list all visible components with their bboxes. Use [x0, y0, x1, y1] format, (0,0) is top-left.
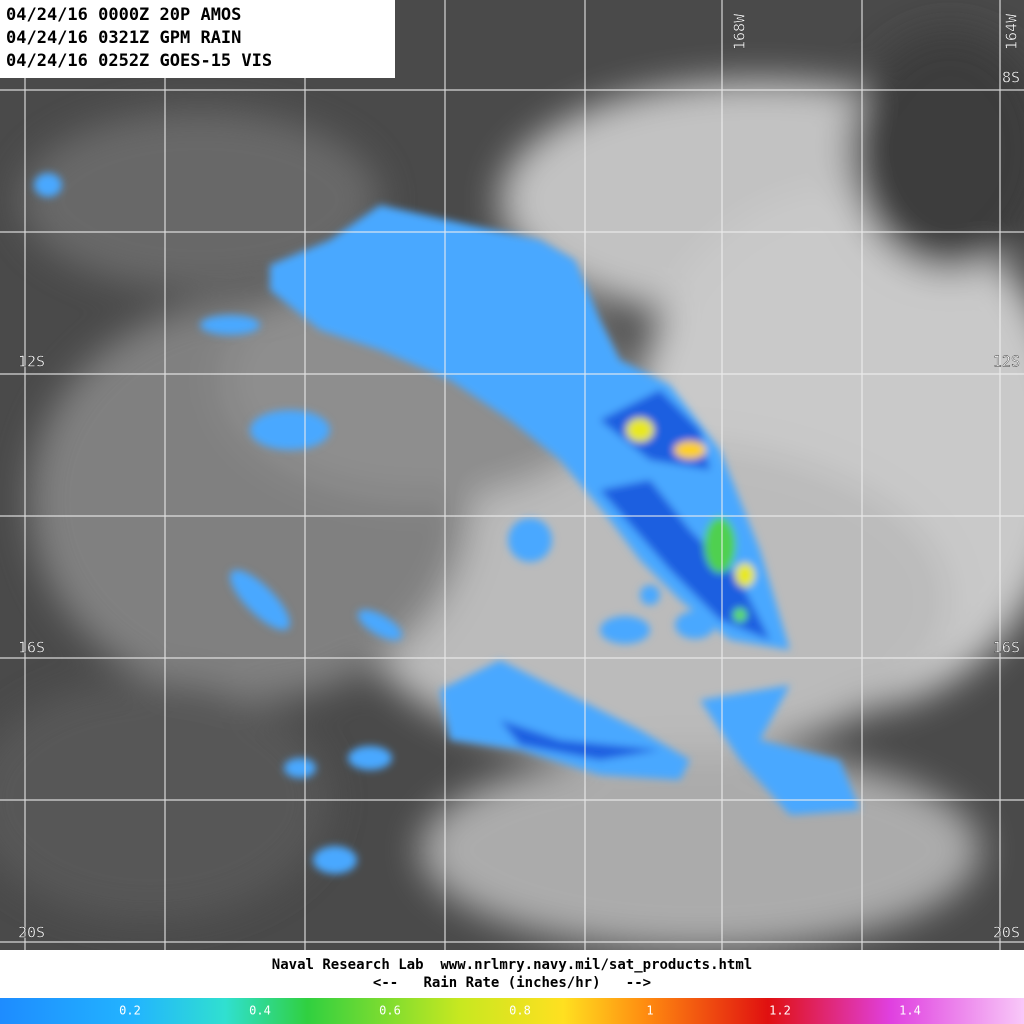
header-line: 04/24/16 0252Z GOES-15 VIS [6, 51, 272, 71]
lat-label: 12S [18, 353, 45, 371]
colorbar [0, 998, 1024, 1024]
colorbar-tick-label: 0.2 [119, 1004, 141, 1018]
header-line: 04/24/16 0321Z GPM RAIN [6, 28, 241, 48]
legend-title: <-- Rain Rate (inches/hr) --> [373, 975, 651, 991]
colorbar-tick-label: 1.4 [899, 1004, 921, 1018]
rain-overlay [34, 173, 860, 874]
lat-label: 16S [18, 639, 45, 657]
colorbar-ticks: 0.2 0.4 0.6 0.8 1 1.2 1.4 [119, 1004, 921, 1018]
map-grid [0, 0, 1024, 950]
lat-label: 20S [993, 924, 1020, 942]
credit: Naval Research Lab www.nrlmry.navy.mil/s… [272, 957, 752, 973]
header-box [0, 0, 395, 78]
lat-label: 8S [1002, 69, 1020, 87]
colorbar-tick-label: 0.4 [249, 1004, 271, 1018]
colorbar-tick-label: 1.2 [769, 1004, 791, 1018]
colorbar-tick-label: 1 [646, 1004, 653, 1018]
lat-label: 16S [993, 639, 1020, 657]
lon-label: 168W [731, 13, 749, 50]
lon-label: 164W [1003, 13, 1021, 50]
lat-label: 20S [18, 924, 45, 942]
lat-label: 12S [993, 353, 1020, 371]
colorbar-tick-label: 0.6 [379, 1004, 401, 1018]
colorbar-tick-label: 0.8 [509, 1004, 531, 1018]
footer [0, 950, 1024, 998]
satellite-image [0, 0, 1024, 950]
header-line: 04/24/16 0000Z 20P AMOS [6, 5, 241, 25]
